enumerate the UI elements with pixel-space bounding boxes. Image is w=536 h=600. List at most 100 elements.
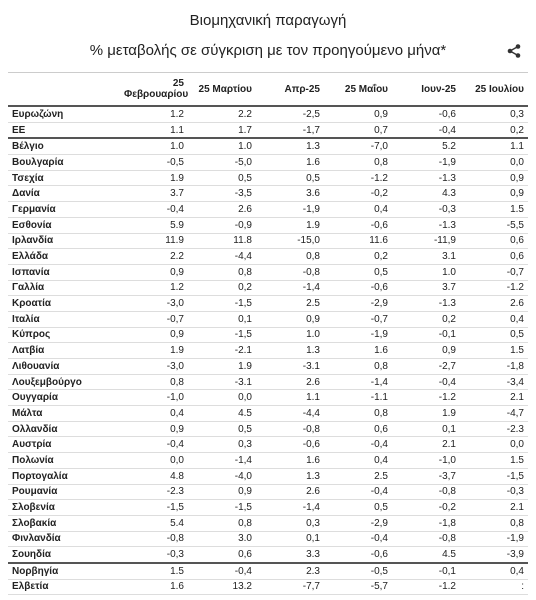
value-cell: 3.1: [392, 248, 460, 265]
value-cell: -11,9: [392, 233, 460, 250]
value-cell: 0,2: [188, 280, 256, 297]
value-cell: -1,0: [120, 389, 188, 407]
value-cell: -3.1: [188, 374, 256, 391]
value-cell: 0,3: [460, 106, 528, 123]
value-cell: -0,3: [120, 546, 188, 564]
value-cell: 11.9: [120, 233, 188, 250]
value-cell: -1,5: [460, 468, 528, 485]
country-cell: Νορβηγία: [8, 562, 120, 580]
country-cell: Λιθουανία: [8, 358, 120, 375]
country-cell: Τσεχία: [8, 170, 120, 187]
value-cell: 0,6: [460, 233, 528, 250]
title: Βιομηχανική παραγωγή: [189, 12, 347, 29]
value-cell: -1,7: [256, 122, 324, 140]
value-cell: 0,9: [460, 185, 528, 203]
value-cell: -0,2: [324, 185, 392, 203]
value-cell: -0,7: [120, 311, 188, 328]
value-cell: -4,0: [188, 468, 256, 485]
country-cell: Πολωνία: [8, 452, 120, 469]
value-cell: 0,8: [120, 374, 188, 391]
table-row: Ελβετία 1.6 13.2 -7,7 -5,7 -1.2:: [8, 579, 528, 596]
table-row: Κύπρος 0,9 -1,5 1.0 -1,9 -0,1 0,5: [8, 327, 528, 344]
value-cell: 2.1: [460, 499, 528, 516]
value-cell: -0,1: [392, 562, 460, 580]
value-cell: 0,8: [324, 405, 392, 422]
value-cell: 3.0: [188, 531, 256, 548]
column-header: 25 Μαρτίου: [188, 72, 256, 107]
value-cell: -1,8: [392, 515, 460, 532]
country-cell: Δανία: [8, 185, 120, 203]
country-cell: Γαλλία: [8, 280, 120, 297]
value-cell: 0,8: [460, 515, 528, 532]
value-cell: 1.9: [256, 217, 324, 234]
value-cell: 0,8: [256, 248, 324, 265]
value-cell: -1,9: [392, 154, 460, 171]
table-row: ΕΕ 1.1 1.7 -1,7 0,7 -0,4 0,2: [8, 122, 528, 140]
value-cell: 1.2: [120, 106, 188, 123]
value-cell: 0,2: [392, 311, 460, 328]
value-cell: 0,6: [188, 546, 256, 564]
table-row: Φινλανδία -0,8 3.0 0,1 -0,4 -0,8 -1,9: [8, 531, 528, 548]
value-cell: -0,3: [392, 201, 460, 218]
value-cell: -3.1: [256, 358, 324, 375]
table-row: Γαλλία 1.2 0,2 -1,4 -0,6 3.7 -1.2: [8, 280, 528, 297]
value-cell: 0,6: [460, 248, 528, 265]
table-row: Γερμανία -0,4 2.6 -1,9 0,4 -0,3 1.5: [8, 201, 528, 218]
table-row: Βουλγαρία -0,5 -5,0 1.6 0,8 -1,9 0,0: [8, 154, 528, 171]
value-cell: 0,7: [324, 122, 392, 140]
value-cell: -1,5: [120, 499, 188, 516]
column-header: Απρ-25: [256, 72, 324, 107]
value-cell: 0,2: [324, 248, 392, 265]
value-cell: -0,2: [392, 499, 460, 516]
table-row: Ρουμανία -2.3 0,9 2.6 -0,4 -0,8 -0,3: [8, 484, 528, 501]
header-row: 25 Φεβρουαρίου 25 Μαρτίου Απρ-25 25 Μαΐου Ιο…: [8, 72, 528, 107]
table-row: Βέλγιο 1.0 1.0 1.3 -7,0 5.2 1.1: [8, 138, 528, 156]
value-cell: -1,9: [324, 327, 392, 344]
country-cell: Ελβετία: [8, 579, 120, 596]
value-cell: 0,5: [188, 421, 256, 438]
country-cell: Βουλγαρία: [8, 154, 120, 171]
value-cell: 0,9: [120, 264, 188, 281]
value-cell: -1.2: [460, 280, 528, 297]
table-row: Ελλάδα 2.2 -4,4 0,8 0,2 3.1 0,6: [8, 248, 528, 265]
value-cell: 1.9: [392, 405, 460, 422]
value-cell: -5,0: [188, 154, 256, 171]
table-row: Ιταλία -0,7 0,1 0,9 -0,7 0,2 0,4: [8, 311, 528, 328]
value-cell: -0,8: [256, 264, 324, 281]
share-icon[interactable]: [507, 44, 521, 58]
value-cell: -1,5: [188, 327, 256, 344]
country-cell: Κύπρος: [8, 327, 120, 344]
value-cell: -3,5: [188, 185, 256, 203]
value-cell: -0,8: [392, 484, 460, 501]
value-cell: -1,4: [256, 499, 324, 516]
value-cell: 0,0: [120, 452, 188, 469]
value-cell: 0,5: [256, 170, 324, 187]
value-cell: -1,4: [188, 452, 256, 469]
value-cell: 5.4: [120, 515, 188, 532]
value-cell: 1.3: [256, 468, 324, 485]
value-cell: -0,9: [188, 217, 256, 234]
country-cell: Ισπανία: [8, 264, 120, 281]
value-cell: -1,0: [392, 452, 460, 469]
value-cell: -1,8: [460, 358, 528, 375]
value-cell: -4,7: [460, 405, 528, 422]
value-cell: -0,3: [460, 484, 528, 501]
value-cell: -1.3: [392, 295, 460, 312]
table-row: Ευρωζώνη 1.2 2.2 -2,5 0,9 -0,6 0,3: [8, 106, 528, 123]
value-cell: 11.6: [324, 233, 392, 250]
table-row: Εσθονία 5.9 -0,9 1.9 -0,6 -1.3 -5,5: [8, 217, 528, 234]
value-cell: 0,5: [188, 170, 256, 187]
country-cell: Εσθονία: [8, 217, 120, 234]
value-cell: 4.5: [392, 546, 460, 564]
value-cell: 0,9: [188, 484, 256, 501]
value-cell: 2.6: [256, 374, 324, 391]
table-row: Ιρλανδία 11.9 11.8 -15,0 11.6 -11,9 0,6: [8, 233, 528, 250]
value-cell: 1.0: [120, 138, 188, 156]
value-cell: -3,9: [460, 546, 528, 564]
value-cell: -0,1: [392, 327, 460, 344]
value-cell: -2,9: [324, 515, 392, 532]
value-cell: -2.3: [120, 484, 188, 501]
value-cell: 0,2: [460, 122, 528, 140]
value-cell: 2.5: [256, 295, 324, 312]
